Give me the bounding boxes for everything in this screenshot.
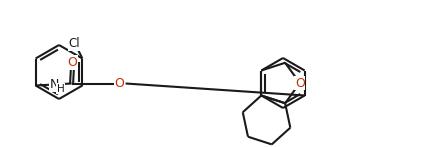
- Text: O: O: [68, 56, 77, 69]
- Text: Cl: Cl: [69, 37, 80, 50]
- Text: O: O: [294, 76, 304, 90]
- Text: N: N: [50, 78, 59, 91]
- Text: H: H: [56, 83, 64, 93]
- Text: O: O: [115, 77, 124, 90]
